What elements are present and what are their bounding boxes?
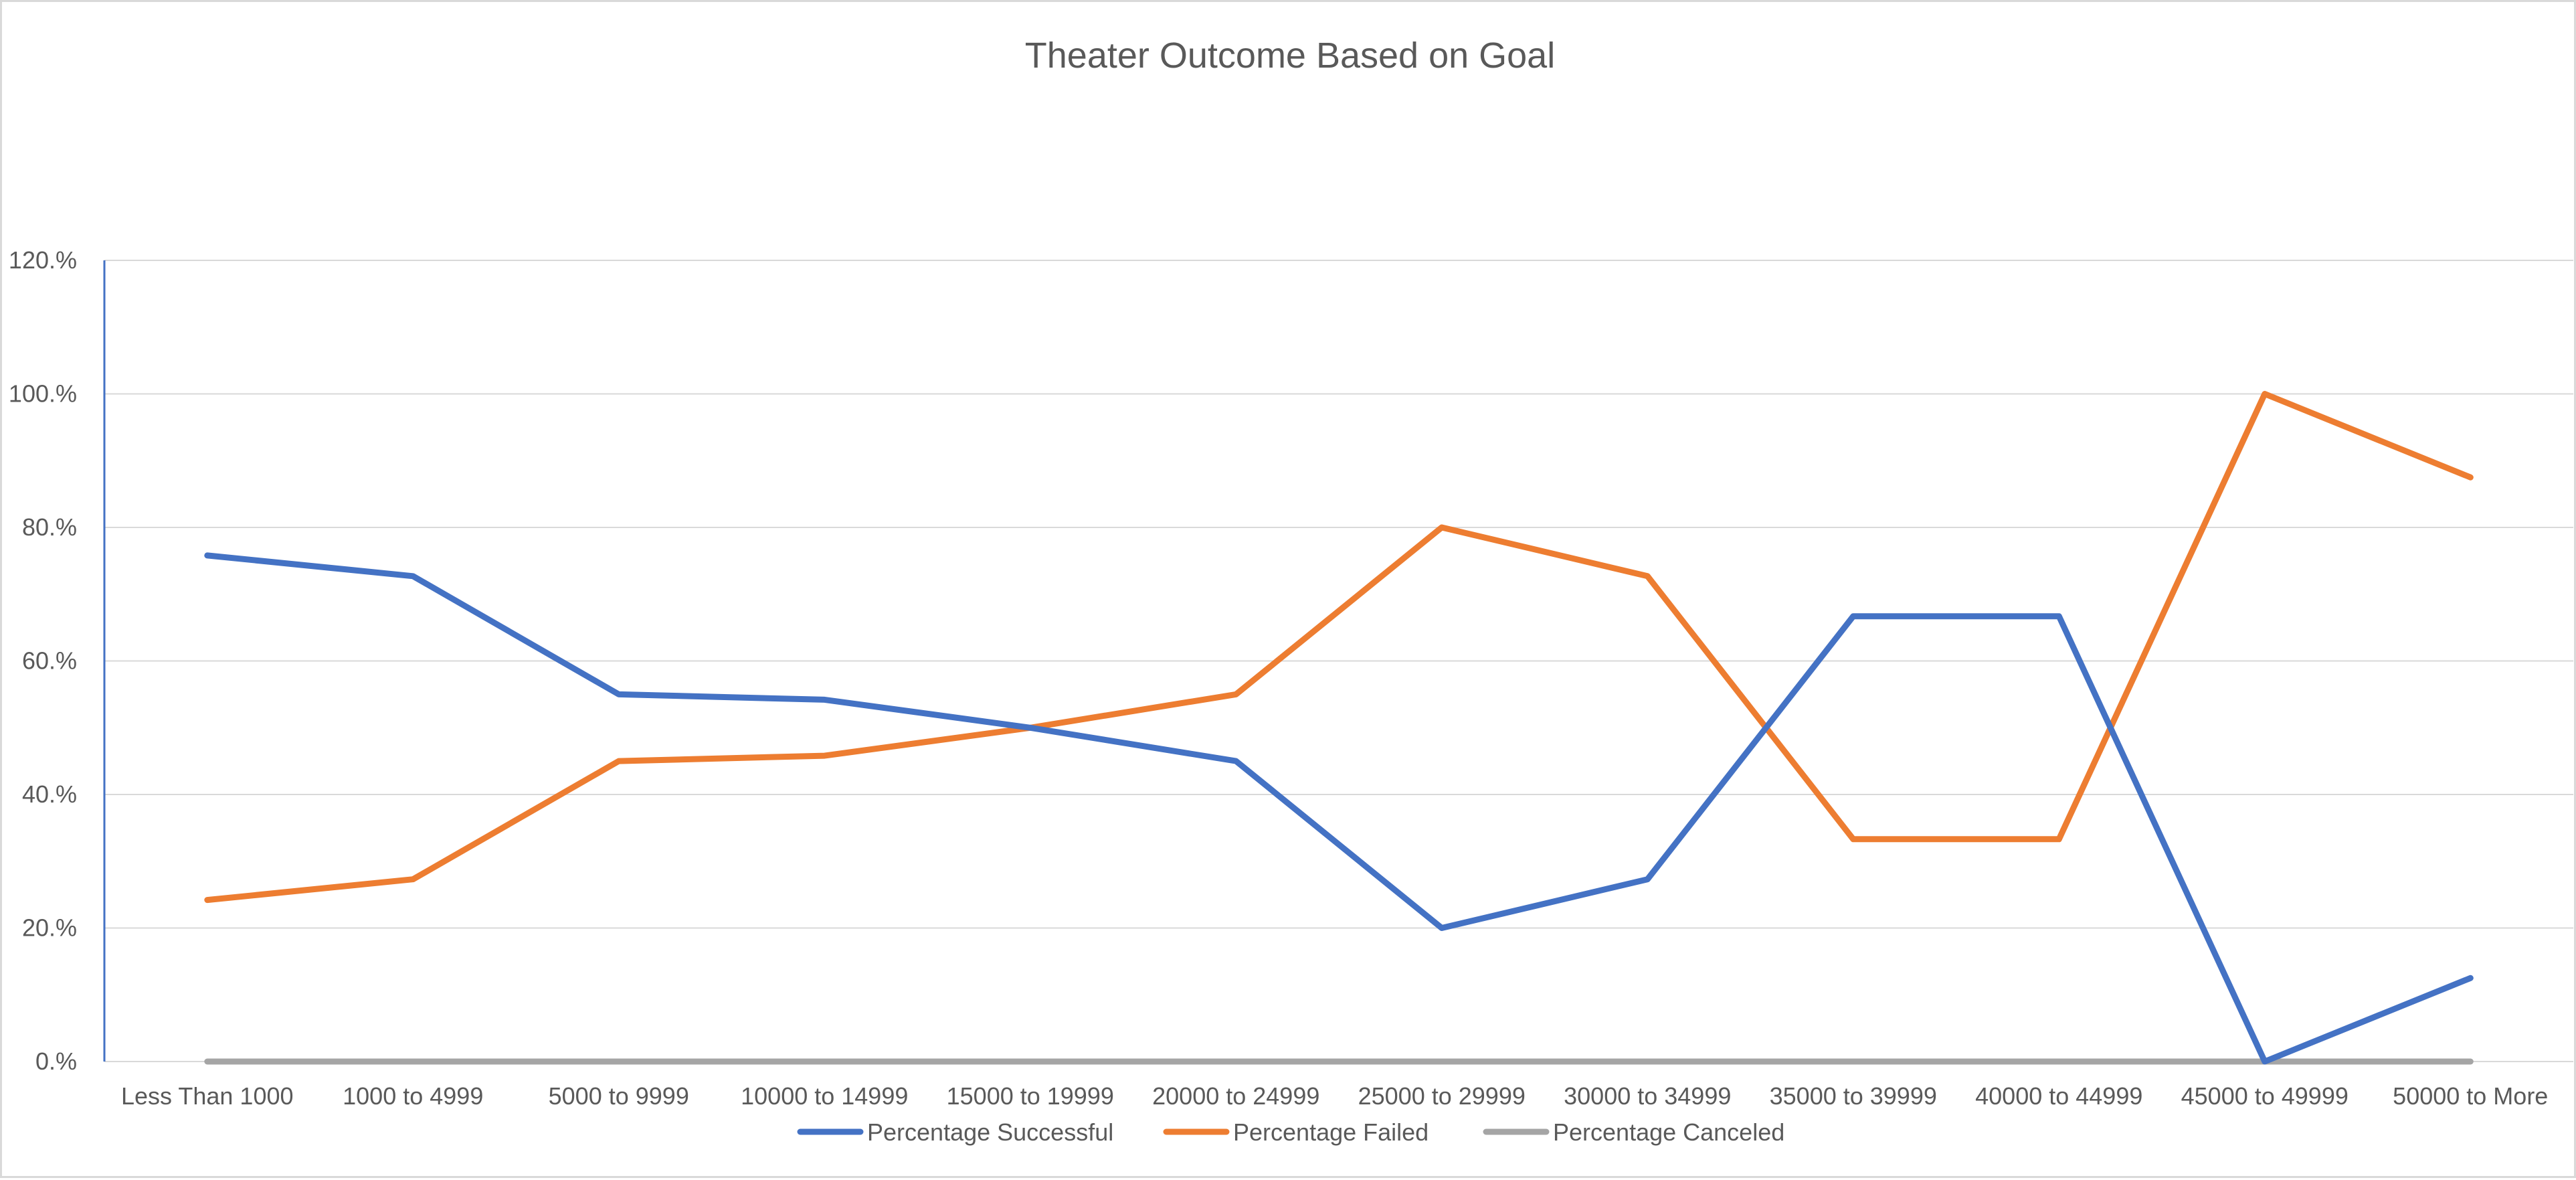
legend: Percentage Successful Percentage Failed Pe… xyxy=(797,1118,1784,1146)
y-tick-label: 120.% xyxy=(9,246,77,274)
y-tick-label: 80.% xyxy=(22,513,77,541)
y-tick-label: 40.% xyxy=(22,780,77,808)
x-tick-label: Less Than 1000 xyxy=(121,1082,294,1110)
legend-label: Percentage Successful xyxy=(867,1118,1113,1146)
y-tick-label: 20.% xyxy=(22,914,77,942)
series-lines xyxy=(204,391,2474,1065)
x-axis: Less Than 1000 1000 to 4999 5000 to 9999 10… xyxy=(121,1082,2548,1110)
x-tick-label: 50000 to More xyxy=(2393,1082,2548,1110)
x-tick-label: 5000 to 9999 xyxy=(549,1082,689,1110)
gridlines xyxy=(104,260,2573,1062)
y-tick-label: 100.% xyxy=(9,380,77,408)
x-tick-label: 20000 to 24999 xyxy=(1152,1082,1319,1110)
x-tick-label: 35000 to 39999 xyxy=(1770,1082,1937,1110)
y-tick-label: 0.% xyxy=(35,1047,77,1075)
y-tick-label: 60.% xyxy=(22,647,77,675)
y-axis: 0.% 20.% 40.% 60.% 80.% 100.% 120.% xyxy=(9,246,106,1075)
x-tick-label: 1000 to 4999 xyxy=(343,1082,483,1110)
x-tick-label: 25000 to 29999 xyxy=(1358,1082,1526,1110)
chart-title: Theater Outcome Based on Goal xyxy=(1025,35,1555,76)
x-tick-label: 10000 to 14999 xyxy=(741,1082,908,1110)
x-tick-label: 45000 to 49999 xyxy=(2181,1082,2349,1110)
x-tick-label: 15000 to 19999 xyxy=(947,1082,1114,1110)
series-line-percentage-successful xyxy=(204,552,2474,1065)
legend-label: Percentage Failed xyxy=(1233,1118,1429,1146)
x-tick-label: 30000 to 34999 xyxy=(1564,1082,1731,1110)
legend-label: Percentage Canceled xyxy=(1553,1118,1784,1146)
x-tick-label: 40000 to 44999 xyxy=(1975,1082,2142,1110)
series-line-percentage-failed xyxy=(204,391,2474,904)
